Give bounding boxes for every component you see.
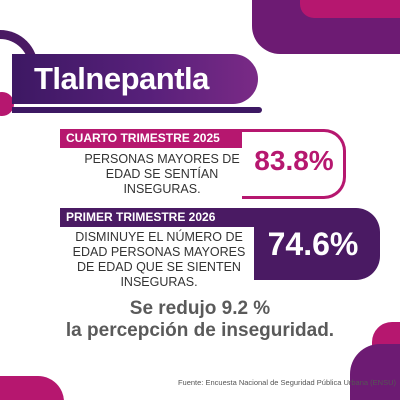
stat-percent-value: 74.6% <box>267 226 359 262</box>
stat-description: DISMINUYE EL NÚMERO DE EDAD PERSONAS MAY… <box>72 230 246 289</box>
decorative-corner-accent <box>300 0 400 18</box>
stat-percent-frame <box>242 129 346 199</box>
conclusion-text: Se redujo 9.2 % la percepción de insegur… <box>40 298 360 342</box>
decorative-corner-shape-bottom <box>350 344 400 400</box>
conclusion-line-1: Se redujo 9.2 % <box>129 298 271 319</box>
page-title: Tlalnepantla <box>34 61 209 96</box>
title-underline-stripe <box>12 107 262 113</box>
stat-description: PERSONAS MAYORES DE EDAD SE SENTÍAN INSE… <box>84 152 240 196</box>
decorative-corner-shape-bottom-left <box>0 376 64 400</box>
stat-period-label: PRIMER TRIMESTRE 2026 <box>60 208 254 227</box>
source-citation: Fuente: Encuesta Nacional de Seguridad P… <box>177 378 396 387</box>
title-banner <box>12 54 258 104</box>
conclusion-line-2: la percepción de inseguridad. <box>65 320 335 341</box>
stat-period-label: CUARTO TRIMESTRE 2025 <box>60 129 242 148</box>
stat-percent-frame <box>254 208 380 280</box>
decorative-dot <box>0 92 14 116</box>
stat-percent-value: 83.8% <box>254 145 334 176</box>
